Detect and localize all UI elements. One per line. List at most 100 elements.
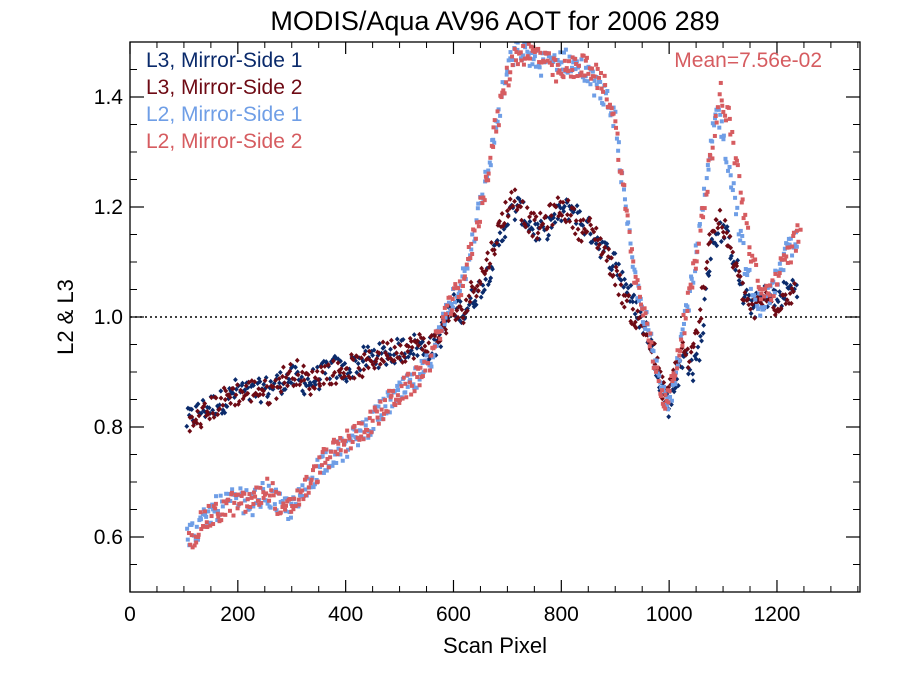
data-point: [612, 282, 618, 288]
data-point: [489, 264, 495, 270]
data-point: [283, 374, 289, 380]
data-point: [613, 264, 619, 270]
data-point: [728, 255, 733, 261]
data-point: [573, 67, 578, 72]
data-point: [730, 249, 736, 255]
data-point: [710, 156, 715, 161]
data-point: [424, 353, 429, 358]
data-point: [776, 273, 781, 278]
data-point: [443, 330, 449, 336]
data-point: [685, 290, 690, 295]
data-point: [653, 369, 658, 374]
data-point: [368, 432, 373, 437]
legend-entry: L3, Mirror-Side 1: [146, 49, 302, 72]
data-point: [614, 136, 619, 141]
data-point: [734, 158, 739, 163]
data-point: [192, 543, 197, 548]
data-point: [566, 69, 571, 74]
data-point: [510, 54, 515, 59]
data-point: [767, 301, 772, 306]
data-point: [412, 389, 417, 394]
data-point: [574, 61, 579, 66]
y-tick-label: 1.0: [94, 306, 123, 329]
data-point: [581, 53, 586, 58]
data-point: [334, 375, 340, 381]
data-point: [682, 331, 687, 336]
data-point: [280, 499, 285, 504]
data-point: [734, 212, 739, 217]
data-point: [358, 355, 364, 361]
data-point: [741, 216, 746, 221]
data-point: [475, 283, 480, 289]
data-point: [347, 436, 352, 441]
data-point: [695, 249, 700, 254]
data-point: [306, 485, 311, 490]
data-point: [243, 509, 248, 514]
data-point: [335, 452, 340, 457]
data-point: [589, 76, 594, 81]
data-point: [268, 378, 274, 385]
data-point: [510, 63, 515, 68]
data-point: [327, 376, 333, 382]
data-point: [533, 64, 538, 69]
data-point: [683, 352, 689, 358]
data-point: [452, 312, 457, 318]
data-point: [745, 273, 750, 278]
data-point: [254, 485, 259, 490]
data-point: [364, 417, 369, 422]
data-point: [502, 234, 508, 240]
data-point: [620, 269, 625, 275]
data-point: [645, 321, 650, 326]
data-point: [380, 339, 386, 345]
data-point: [462, 310, 468, 316]
data-point: [247, 492, 252, 497]
data-point: [342, 442, 347, 447]
data-point: [227, 385, 232, 392]
data-point: [632, 319, 638, 325]
data-point: [743, 212, 748, 217]
data-point: [578, 73, 583, 78]
data-point: [296, 497, 301, 502]
data-point: [772, 290, 777, 295]
data-point: [685, 304, 690, 309]
data-point: [355, 435, 360, 440]
data-point: [588, 82, 593, 87]
data-point: [346, 433, 351, 438]
data-point: [489, 239, 494, 246]
data-point: [739, 200, 744, 205]
data-point: [544, 236, 550, 242]
data-point: [232, 500, 237, 505]
data-point: [473, 302, 479, 308]
data-point: [480, 192, 485, 197]
data-point: [643, 326, 648, 331]
data-point: [528, 56, 533, 61]
data-point: [744, 221, 749, 226]
data-point: [331, 358, 336, 364]
data-point: [752, 293, 757, 298]
data-point: [226, 497, 231, 502]
data-point: [617, 272, 623, 278]
data-point: [520, 198, 526, 205]
data-point: [245, 385, 251, 391]
data-point: [692, 353, 698, 359]
data-point: [679, 365, 685, 371]
data-point: [635, 308, 641, 314]
data-point: [378, 399, 383, 404]
data-point: [315, 457, 320, 462]
data-point: [582, 78, 587, 83]
data-point: [716, 107, 721, 112]
data-point: [251, 504, 256, 509]
data-point: [354, 369, 360, 376]
data-point: [698, 333, 703, 339]
data-point: [598, 71, 603, 76]
data-point: [530, 233, 535, 239]
data-point: [610, 272, 616, 278]
data-point: [412, 371, 417, 376]
data-point: [411, 351, 416, 357]
data-point: [505, 69, 510, 74]
data-point: [273, 506, 278, 511]
data-point: [248, 398, 254, 405]
data-point: [745, 296, 751, 302]
data-point: [740, 280, 746, 286]
data-point: [437, 329, 442, 334]
